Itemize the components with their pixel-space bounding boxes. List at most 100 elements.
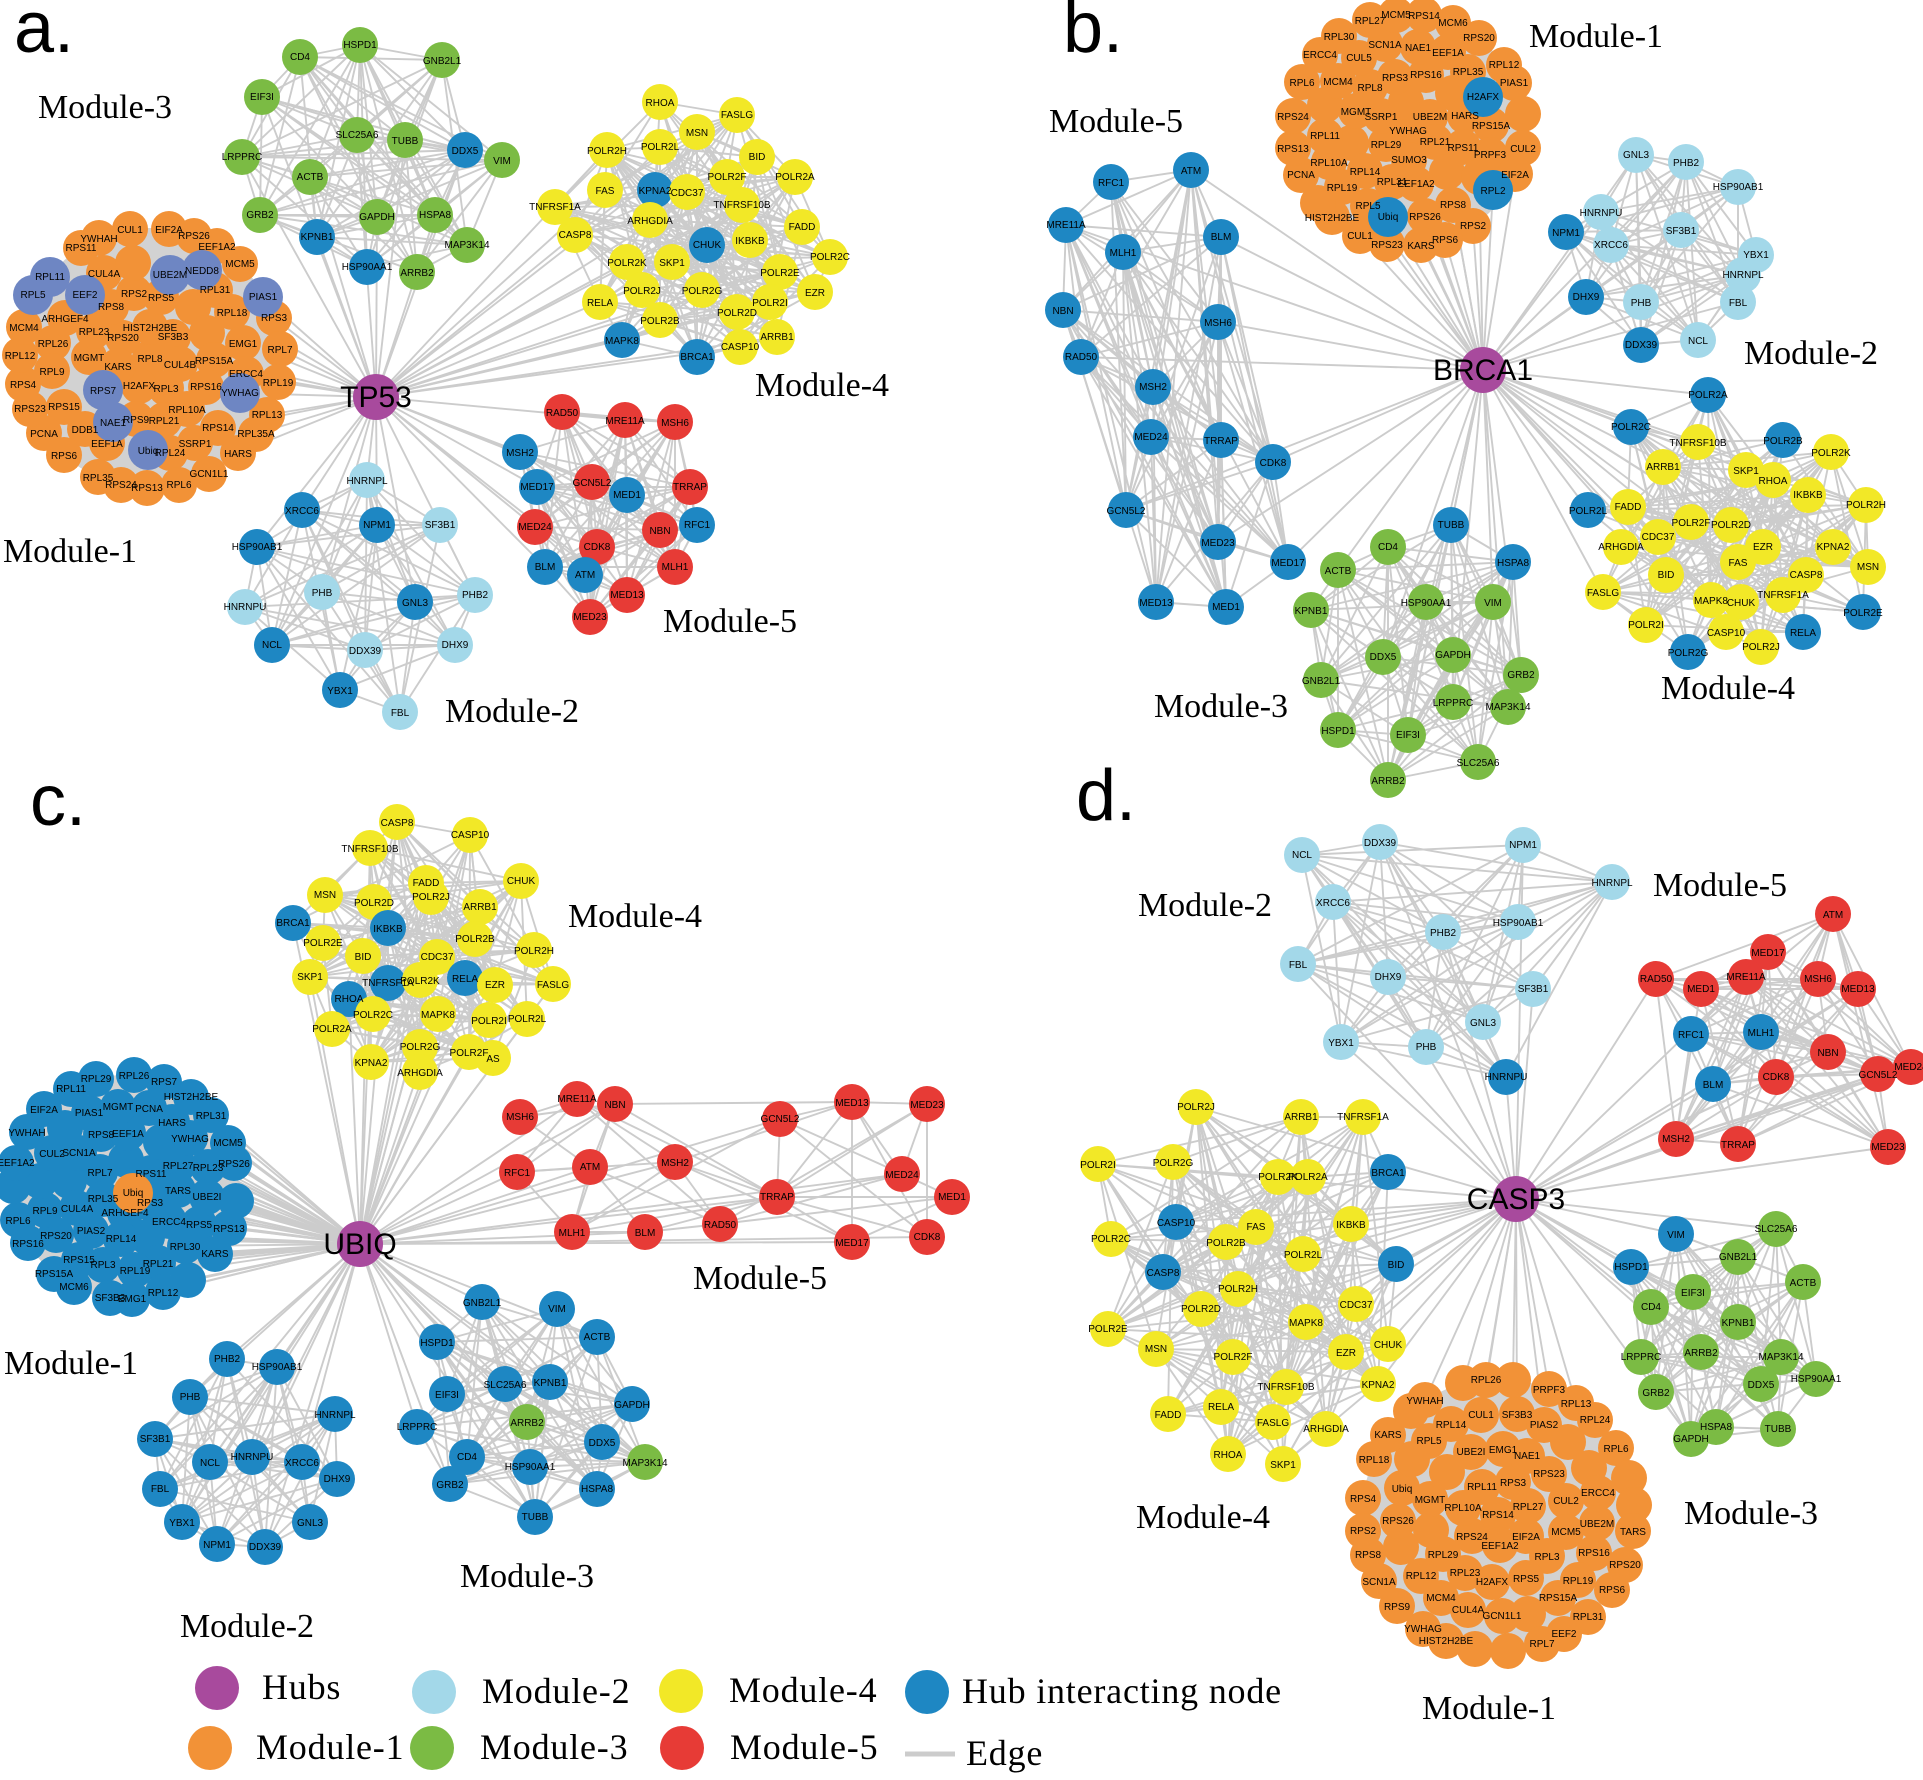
svg-text:RPS15A: RPS15A [195, 356, 234, 367]
svg-text:AS: AS [486, 1054, 500, 1065]
svg-text:RPS6: RPS6 [1432, 235, 1459, 246]
svg-text:Ubiq: Ubiq [1392, 1484, 1413, 1495]
svg-text:RPS4: RPS4 [1350, 1494, 1377, 1505]
svg-text:MCM4: MCM4 [1426, 1593, 1456, 1604]
svg-text:FASLG: FASLG [537, 980, 569, 991]
svg-text:NBN: NBN [1817, 1048, 1838, 1059]
svg-text:RPL11: RPL11 [1310, 131, 1340, 142]
svg-text:MED13: MED13 [610, 590, 644, 601]
svg-text:DDX5: DDX5 [589, 1438, 616, 1449]
svg-text:Ubiq: Ubiq [1378, 212, 1399, 223]
svg-text:SF3B3: SF3B3 [1502, 1410, 1533, 1421]
svg-text:ACTB: ACTB [297, 172, 324, 183]
svg-text:CASP10: CASP10 [721, 342, 760, 353]
svg-text:POLR2E: POLR2E [303, 938, 343, 949]
svg-text:POLR2J: POLR2J [623, 286, 661, 297]
svg-text:MCM4: MCM4 [9, 323, 39, 334]
svg-text:PHB: PHB [180, 1392, 201, 1403]
svg-text:YBX1: YBX1 [327, 686, 353, 697]
svg-text:YWHAH: YWHAH [1406, 1396, 1443, 1407]
svg-text:KARS: KARS [1407, 241, 1435, 252]
svg-text:Module-4: Module-4 [729, 1670, 877, 1710]
svg-text:ACTB: ACTB [1790, 1278, 1817, 1289]
svg-text:RPS2: RPS2 [1350, 1526, 1377, 1537]
svg-text:MRE11A: MRE11A [605, 416, 645, 427]
svg-text:EIF2A: EIF2A [30, 1105, 58, 1116]
svg-text:YWHAG: YWHAG [171, 1134, 209, 1145]
svg-text:FBL: FBL [151, 1484, 170, 1495]
svg-text:Module-2: Module-2 [180, 1608, 314, 1645]
svg-text:YBX1: YBX1 [1743, 250, 1769, 261]
svg-text:Module-5: Module-5 [663, 603, 797, 640]
svg-text:EZR: EZR [1753, 542, 1773, 553]
svg-text:RFC1: RFC1 [1098, 178, 1125, 189]
svg-text:RPS5: RPS5 [1513, 1574, 1540, 1585]
svg-text:NEDD8: NEDD8 [185, 266, 219, 277]
svg-text:RPL2: RPL2 [1480, 186, 1505, 197]
svg-text:DDX39: DDX39 [1364, 838, 1397, 849]
svg-text:IKBKB: IKBKB [735, 236, 765, 247]
svg-text:BLM: BLM [635, 1228, 656, 1239]
svg-text:RPS3: RPS3 [137, 1198, 164, 1209]
svg-text:RPL29: RPL29 [81, 1074, 112, 1085]
svg-text:GNB2L1: GNB2L1 [423, 56, 462, 67]
svg-text:RPL12: RPL12 [1406, 1571, 1437, 1582]
svg-text:MED24: MED24 [1894, 1062, 1923, 1073]
svg-text:YWHAG: YWHAG [221, 388, 259, 399]
svg-text:MED17: MED17 [1271, 558, 1305, 569]
svg-text:POLR2G: POLR2G [682, 286, 723, 297]
svg-text:RPL29: RPL29 [1371, 140, 1402, 151]
svg-text:DHX9: DHX9 [1375, 972, 1402, 983]
svg-text:DHX9: DHX9 [1573, 292, 1600, 303]
svg-text:ERCC4: ERCC4 [229, 369, 263, 380]
svg-text:POLR2H: POLR2H [1846, 500, 1886, 511]
svg-text:TNFRSF1A: TNFRSF1A [1757, 590, 1809, 601]
svg-text:FAS: FAS [1729, 558, 1748, 569]
svg-text:GCN1L1: GCN1L1 [190, 469, 229, 480]
svg-text:POLR2I: POLR2I [471, 1016, 507, 1027]
svg-text:BID: BID [1658, 570, 1675, 581]
svg-text:TNFRSF10B: TNFRSF10B [1669, 438, 1727, 449]
svg-text:CD4: CD4 [457, 1452, 477, 1463]
svg-text:HNRNPL: HNRNPL [1722, 270, 1764, 281]
svg-text:Module-2: Module-2 [445, 693, 579, 730]
svg-text:CASP8: CASP8 [381, 818, 414, 829]
svg-text:SF3B3: SF3B3 [158, 332, 189, 343]
svg-text:Module-5: Module-5 [693, 1260, 827, 1297]
svg-text:TRRAP: TRRAP [1204, 436, 1238, 447]
svg-text:RPS16: RPS16 [190, 382, 222, 393]
svg-text:ARHGEF4: ARHGEF4 [101, 1208, 149, 1219]
svg-text:RPL6: RPL6 [5, 1216, 30, 1227]
svg-text:RELA: RELA [1208, 1402, 1234, 1413]
svg-text:MSN: MSN [1145, 1344, 1167, 1355]
svg-text:RPL12: RPL12 [148, 1288, 179, 1299]
svg-text:SSRP1: SSRP1 [1365, 112, 1398, 123]
svg-text:CUL1: CUL1 [1468, 1410, 1494, 1421]
svg-text:PIAS1: PIAS1 [249, 292, 278, 303]
svg-text:MSN: MSN [686, 128, 708, 139]
svg-text:MAP3K14: MAP3K14 [1758, 1352, 1803, 1363]
svg-text:HSP90AA1: HSP90AA1 [1791, 1374, 1842, 1385]
svg-text:RPL11: RPL11 [35, 272, 65, 283]
svg-text:EEF1A2: EEF1A2 [198, 242, 236, 253]
svg-text:TUBB: TUBB [1765, 1424, 1792, 1435]
svg-text:MLH1: MLH1 [1748, 1028, 1775, 1039]
svg-text:MED1: MED1 [1212, 602, 1240, 613]
svg-text:RPL14: RPL14 [1350, 167, 1381, 178]
svg-text:DDX39: DDX39 [249, 1542, 282, 1553]
svg-text:KPNB1: KPNB1 [1295, 606, 1328, 617]
svg-text:MED23: MED23 [1201, 538, 1235, 549]
svg-text:POLR2F: POLR2F [1214, 1352, 1253, 1363]
svg-text:HSPD1: HSPD1 [343, 40, 377, 51]
svg-text:YWHAG: YWHAG [1404, 1624, 1442, 1635]
svg-text:PHB2: PHB2 [1673, 158, 1700, 169]
svg-text:RPL3: RPL3 [90, 1260, 115, 1271]
svg-text:RPL35: RPL35 [83, 473, 114, 484]
svg-text:CUL4A: CUL4A [61, 1204, 94, 1215]
svg-text:RPS15A: RPS15A [1472, 121, 1511, 132]
svg-text:POLR2J: POLR2J [412, 892, 450, 903]
svg-text:RPL30: RPL30 [170, 1242, 201, 1253]
svg-text:MAP3K14: MAP3K14 [622, 1458, 667, 1469]
svg-text:POLR2B: POLR2B [455, 934, 495, 945]
svg-text:SCN1A: SCN1A [62, 1148, 96, 1159]
